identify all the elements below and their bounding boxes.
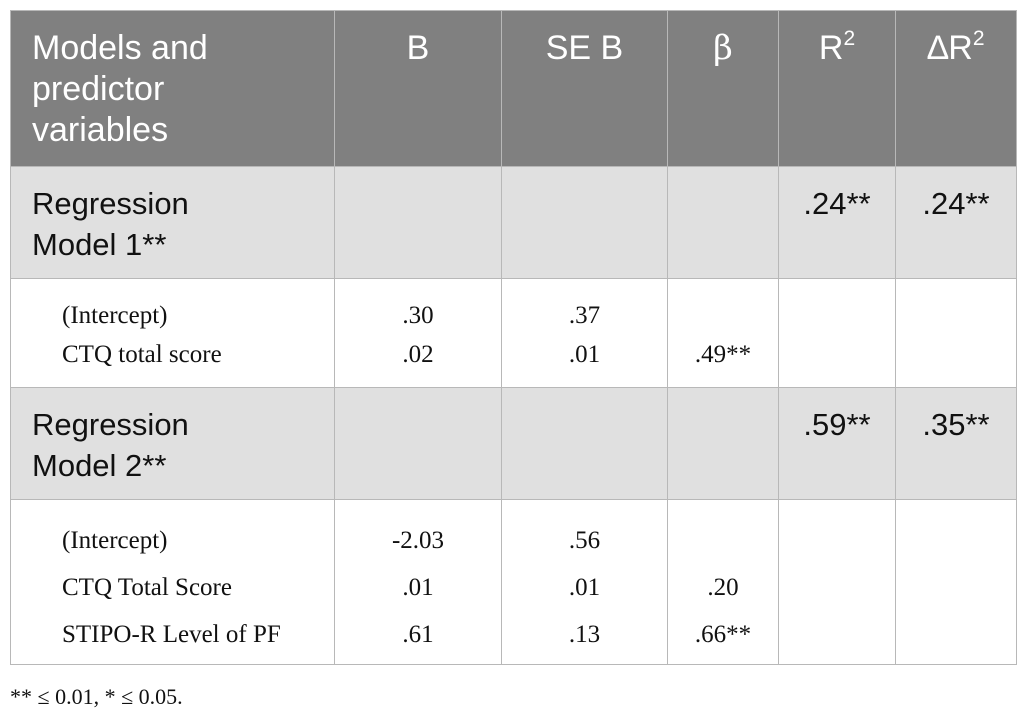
header-r-squared-sup: 2 [843,27,856,50]
model1-predictor-intercept: (Intercept) [62,302,168,329]
header-delta-r-squared: ∆R2 [895,10,1017,167]
model1-predictor-ctq: CTQ total score [62,341,222,368]
model2-predictor-ctq: CTQ Total Score [62,574,232,601]
model2-beta-empty [667,387,779,500]
model2-se-b-intercept: .56 [568,527,601,554]
model2-b-intercept: -2.03 [391,527,445,554]
model1-row: Regression Model 1** .24** .24** [10,166,1017,279]
model1-b-intercept: .30 [402,302,434,329]
header-models-predictors: Models and predictor variables [10,10,335,167]
model2-label: Regression Model 2** [10,387,335,500]
model1-delta-r-squared-blank [895,278,1017,388]
model2-delta-r-squared-blank [895,499,1017,665]
model2-beta-intercept [668,517,778,564]
model2-delta-r-squared: .35** [895,387,1017,500]
model2-predictors: (Intercept) CTQ Total Score STIPO-R Leve… [10,499,335,665]
model1-r-squared-blank [778,278,896,388]
model1-beta-intercept [668,296,778,335]
model1-delta-r-squared: .24** [895,166,1017,279]
model2-r-squared-blank [778,499,896,665]
header-beta: β [667,10,779,167]
model1-se-b-ctq: .01 [568,341,601,368]
model2-predictors-row: (Intercept) CTQ Total Score STIPO-R Leve… [10,499,1017,665]
model2-beta-values: .20 .66** [667,499,779,665]
header-delta-r-squared-base: ∆R [927,29,973,67]
model2-b-ctq: .01 [402,574,434,601]
model1-beta-values: .49** [667,278,779,388]
model2-b-stipo: .61 [402,621,434,648]
model1-b-empty [334,166,502,279]
header-r-squared: R2 [778,10,896,167]
model1-se-b-empty [501,166,668,279]
model2-predictor-intercept: (Intercept) [62,527,168,554]
header-r-squared-base: R [818,29,844,67]
model1-beta-empty [667,166,779,279]
model2-r-squared: .59** [778,387,896,500]
header-se-b: SE B [501,10,668,167]
model2-beta-stipo: .66** [694,621,752,648]
model1-b-values: .30 .02 [334,278,502,388]
model1-predictors-row: (Intercept) CTQ total score .30 .02 .37 … [10,278,1017,388]
header-b: B [334,10,502,167]
model2-se-b-ctq: .01 [568,574,601,601]
header-row: Models and predictor variables B SE B β … [10,10,1017,167]
model2-se-b-stipo: .13 [568,621,601,648]
header-delta-r-squared-sup: 2 [972,27,985,50]
model2-se-b-empty [501,387,668,500]
model2-label-text: Regression Model 2** [32,407,189,483]
model2-se-b-values: .56 .01 .13 [501,499,668,665]
model2-b-values: -2.03 .01 .61 [334,499,502,665]
model1-beta-ctq: .49** [694,341,752,368]
model1-b-ctq: .02 [402,341,434,368]
model1-label: Regression Model 1** [10,166,335,279]
model1-se-b-values: .37 .01 [501,278,668,388]
model1-se-b-intercept: .37 [568,302,601,329]
table-footnote: ** ≤ 0.01, * ≤ 0.05. [10,684,183,709]
header-models-predictors-text: Models and predictor variables [32,29,208,149]
model1-label-text: Regression Model 1** [32,186,189,262]
model2-b-empty [334,387,502,500]
model2-beta-ctq: .20 [707,574,739,601]
model1-r-squared: .24** [778,166,896,279]
model2-predictor-stipo: STIPO-R Level of PF [62,621,281,648]
model1-predictors: (Intercept) CTQ total score [10,278,335,388]
regression-table: Models and predictor variables B SE B β … [10,10,1017,665]
model2-row: Regression Model 2** .59** .35** [10,387,1017,500]
